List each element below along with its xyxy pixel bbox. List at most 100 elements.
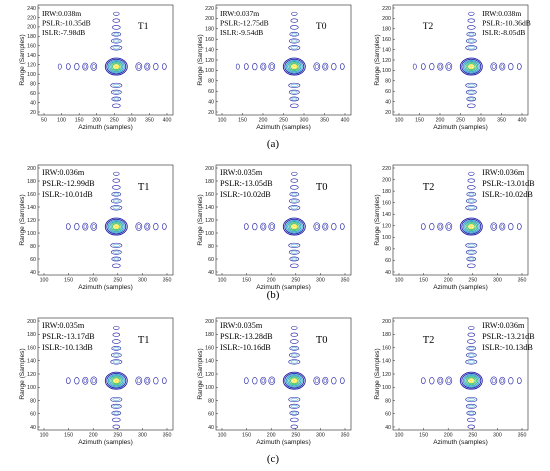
y-tick-label: 20	[208, 110, 214, 116]
x-tick-label: 400	[518, 118, 527, 124]
mainlobe-contour	[104, 57, 128, 76]
sidelobe-contour	[112, 360, 120, 364]
sidelobe-contour	[113, 32, 120, 36]
y-tick-label: 40	[208, 270, 214, 276]
sidelobe-contour	[437, 376, 444, 385]
y-tick-label: 200	[27, 166, 36, 172]
mainlobe-contour	[291, 64, 298, 69]
sidelobe-contour	[314, 224, 319, 229]
y-tick-label: 180	[27, 34, 36, 40]
mainlobe-contour	[109, 375, 124, 387]
row-label: (b)	[267, 289, 280, 301]
x-tick-label: 200	[436, 118, 445, 124]
islr-label: ISLR:-10.01dB	[42, 190, 93, 199]
mainlobe-contour	[288, 62, 300, 72]
y-axis-label: Range (Samples)	[197, 348, 204, 399]
panel-b-t2: IRW:0.036m PSLR:-13.01dB ISLR:-10.02dB T2 10…	[374, 164, 535, 291]
sidelobe-contour	[288, 396, 301, 403]
sidelobe-contour	[112, 263, 121, 269]
y-tick-label: 100	[205, 231, 214, 237]
sidelobe-contour	[323, 224, 328, 229]
x-tick-label: 350	[320, 118, 329, 124]
sidelobe-contour	[112, 90, 120, 94]
y-tick-label: 40	[385, 99, 391, 105]
sidelobe-contour	[145, 224, 150, 229]
sidelobe-contour	[466, 31, 477, 37]
sidelobe-contour	[467, 206, 475, 210]
mainlobe-contour	[462, 374, 480, 388]
sidelobe-contour	[290, 250, 298, 254]
x-tick-label: 400	[341, 118, 350, 124]
pslr-label: PSLR:-13.28dB	[220, 332, 273, 341]
y-tick-label: 80	[208, 79, 214, 85]
y-tick-label: 80	[385, 79, 391, 85]
sidelobe-contour	[83, 378, 88, 383]
sidelobe-contour	[331, 377, 337, 385]
sidelobe-contour	[466, 417, 476, 423]
sidelobe-contour	[112, 46, 120, 50]
sidelobe-contour	[252, 62, 258, 71]
sidelobe-contour	[466, 103, 476, 109]
y-tick-label: 180	[27, 332, 36, 338]
y-tick-label: 220	[382, 166, 391, 172]
sidelobe-contour	[66, 223, 71, 230]
mainlobe-peak	[292, 225, 296, 228]
x-tick-label: 350	[341, 433, 350, 439]
mainlobe-contour	[106, 372, 127, 389]
sidelobe-contour	[91, 64, 96, 69]
x-tick-label: 200	[89, 433, 98, 439]
contour-plot	[66, 171, 167, 269]
mainlobe-contour	[462, 59, 480, 74]
x-axis-label: Azimuth (samples)	[433, 124, 488, 131]
y-tick-label: 80	[30, 398, 36, 404]
target-label: T1	[138, 335, 150, 346]
sidelobe-contour	[291, 257, 298, 261]
sidelobe-contour	[467, 90, 475, 94]
y-tick-label: 60	[208, 89, 214, 95]
sidelobe-contour	[90, 222, 98, 231]
x-axis-label: Azimuth (samples)	[256, 284, 311, 291]
x-tick-label: 250	[468, 433, 477, 439]
sidelobe-contour	[331, 62, 337, 71]
sidelobe-contour	[290, 398, 298, 402]
y-tick-label: 200	[27, 25, 36, 31]
mainlobe-peak	[469, 379, 473, 382]
mainlobe-contour	[110, 222, 122, 232]
mainlobe-contour	[459, 57, 483, 76]
mainlobe-contour	[109, 221, 124, 233]
target-label: T0	[316, 22, 327, 32]
sidelobe-contour	[466, 191, 477, 197]
sidelobe-contour	[290, 206, 298, 210]
x-tick-label: 100	[218, 278, 227, 284]
sidelobe-contour	[339, 223, 345, 230]
sidelobe-contour	[66, 377, 71, 385]
sidelobe-contour	[288, 205, 301, 211]
y-tick-label: 100	[27, 385, 36, 391]
x-tick-label: 100	[395, 433, 404, 439]
y-tick-label: 60	[30, 412, 36, 418]
mainlobe-contour	[288, 222, 300, 232]
x-tick-label: 300	[138, 278, 147, 284]
sidelobe-contour	[288, 403, 300, 409]
sidelobe-contour	[466, 96, 477, 102]
x-axis-label: Azimuth (samples)	[256, 124, 311, 131]
sidelobe-contour	[331, 223, 337, 231]
sidelobe-contour	[466, 345, 477, 351]
mainlobe-contour	[461, 218, 482, 235]
sidelobe-contour	[468, 192, 475, 196]
sidelobe-contour	[111, 191, 122, 197]
sidelobe-contour	[110, 352, 122, 358]
mainlobe-contour	[284, 218, 305, 235]
mainlobe-contour	[462, 219, 480, 234]
y-tick-label: 100	[382, 68, 391, 74]
x-tick-label: 100	[40, 433, 49, 439]
sidelobe-contour	[465, 396, 478, 403]
y-axis-label: Range (Samples)	[19, 348, 26, 399]
mainlobe-contour	[287, 221, 302, 233]
sidelobe-contour	[490, 376, 498, 385]
contour-plot	[244, 171, 345, 269]
y-tick-label: 220	[27, 15, 36, 21]
sidelobe-contour	[291, 346, 298, 350]
sidelobe-contour	[111, 31, 122, 37]
